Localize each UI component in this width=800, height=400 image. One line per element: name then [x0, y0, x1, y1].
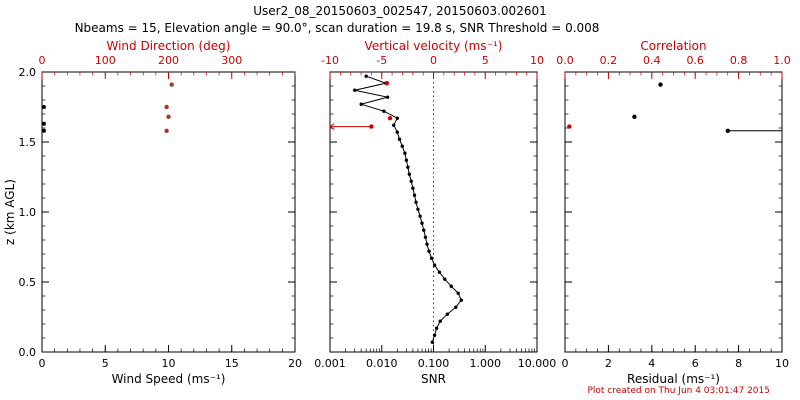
residual-panel-bottom-label: Residual (ms⁻¹): [627, 372, 720, 386]
wind-panel-top-axis: 0 100 200 300: [39, 54, 296, 79]
wind-panel-top-label: Wind Direction (deg): [107, 39, 231, 53]
vertical-velocity-points: [384, 81, 393, 121]
svg-text:0: 0: [430, 54, 437, 67]
svg-text:6: 6: [692, 357, 699, 370]
svg-text:10: 10: [162, 357, 176, 370]
svg-text:2.0: 2.0: [19, 66, 37, 79]
wind-speed-points: [41, 105, 46, 133]
svg-text:0: 0: [562, 357, 569, 370]
vertical-velocity-flagged: [329, 123, 374, 131]
plot-subtitle: Nbeams = 15, Elevation angle = 90.0°, sc…: [74, 21, 600, 35]
svg-text:0: 0: [39, 54, 46, 67]
svg-text:2: 2: [605, 357, 612, 370]
residual-panel: 0 2 4 6 8 10 Residual (ms⁻¹) 0.0 0.2 0.4 0.6 0.8 1.0…: [556, 39, 791, 386]
residual-panel-top-axis: 0.0 0.2 0.4 0.6 0.8 1.0: [556, 54, 791, 79]
wind-panel-bottom-axis: 0 5 10 15 20: [39, 345, 302, 370]
residual-panel-bottom-axis: 0 2 4 6 8 10: [562, 345, 789, 370]
snr-profile: [353, 74, 463, 344]
svg-text:5: 5: [102, 357, 109, 370]
svg-text:200: 200: [158, 54, 179, 67]
svg-text:0.5: 0.5: [19, 276, 37, 289]
plot-created-timestamp: Plot created on Thu Jun 4 03:01:47 2015: [587, 386, 770, 396]
svg-text:15: 15: [225, 357, 239, 370]
residual-panel-y-axis: [565, 71, 782, 353]
svg-text:10.000: 10.000: [518, 357, 557, 370]
snr-panel-bottom-axis: 0.001 0.010 0.100 1.000 10.000: [314, 345, 556, 370]
svg-text:-10: -10: [321, 54, 339, 67]
svg-text:0.6: 0.6: [686, 54, 704, 67]
svg-text:8: 8: [735, 357, 742, 370]
svg-text:0: 0: [39, 357, 46, 370]
svg-text:1.000: 1.000: [470, 357, 502, 370]
svg-text:10: 10: [530, 54, 544, 67]
svg-text:-5: -5: [376, 54, 387, 67]
svg-text:4: 4: [648, 357, 655, 370]
correlation-points: [632, 82, 782, 133]
wind-panel: 0 5 10 15 20 Wind Speed (ms⁻¹) 0 100 200 300Wind …: [19, 39, 303, 386]
wind-direction-points: [164, 82, 174, 133]
snr-panel-top-axis: -10 -5 0 5 10: [321, 54, 544, 79]
residual-panel-top-label: Correlation: [640, 39, 706, 53]
svg-text:1.0: 1.0: [19, 206, 37, 219]
y-axis-label: z (km AGL): [3, 179, 17, 245]
plot-title: User2_08_20150603_002547, 20150603.00260…: [253, 4, 547, 18]
svg-text:0.010: 0.010: [366, 357, 398, 370]
residual-flagged: [567, 124, 572, 129]
wind-panel-y-axis: 0.0 0.5 1.0 1.5 2.0: [19, 66, 295, 359]
svg-text:20: 20: [288, 357, 302, 370]
svg-text:0.0: 0.0: [556, 54, 574, 67]
svg-text:0.2: 0.2: [600, 54, 618, 67]
wind-panel-frame: [41, 71, 296, 353]
svg-text:300: 300: [221, 54, 242, 67]
svg-text:0.0: 0.0: [19, 346, 37, 359]
svg-text:5: 5: [482, 54, 489, 67]
svg-text:100: 100: [95, 54, 116, 67]
svg-text:1.5: 1.5: [19, 136, 37, 149]
wind-panel-bottom-label: Wind Speed (ms⁻¹): [112, 372, 226, 386]
svg-text:10: 10: [775, 357, 789, 370]
snr-panel-y-axis: [330, 71, 537, 353]
snr-panel-bottom-label: SNR: [421, 372, 446, 386]
svg-text:1.0: 1.0: [773, 54, 791, 67]
residual-panel-frame: [564, 71, 783, 353]
svg-text:0.8: 0.8: [730, 54, 748, 67]
svg-text:0.4: 0.4: [643, 54, 661, 67]
svg-text:0.100: 0.100: [418, 357, 450, 370]
svg-text:0.001: 0.001: [314, 357, 346, 370]
snr-panel-top-label: Vertical velocity (ms⁻¹): [365, 39, 503, 53]
snr-panel: 0.001 0.010 0.100 1.000 10.000 SNR -10 -5 0 5 10 Ve…: [314, 39, 556, 386]
